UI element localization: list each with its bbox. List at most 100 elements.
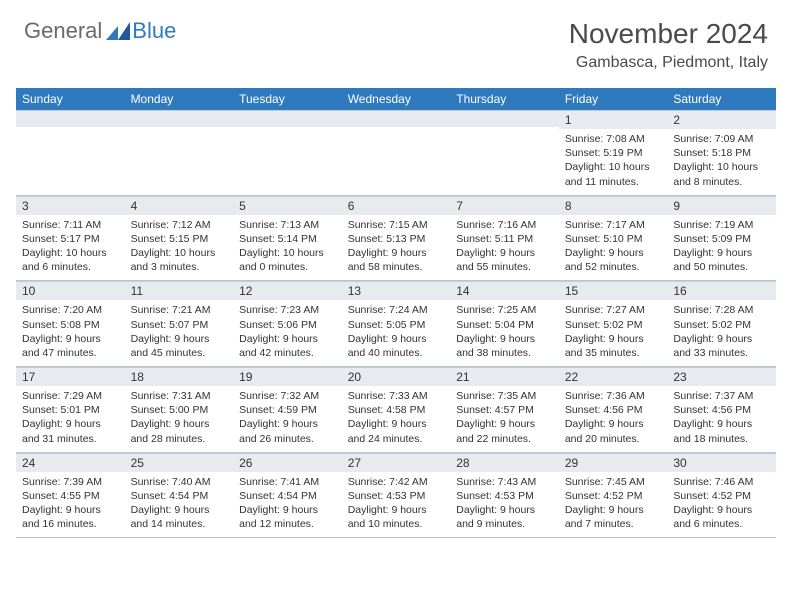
sunrise-line: Sunrise: 7:45 AM xyxy=(565,475,662,489)
day-cell: 10Sunrise: 7:20 AMSunset: 5:08 PMDayligh… xyxy=(16,281,125,367)
sunset-line: Sunset: 4:58 PM xyxy=(348,403,445,417)
sunrise-line: Sunrise: 7:28 AM xyxy=(673,303,770,317)
day-cell: 25Sunrise: 7:40 AMSunset: 4:54 PMDayligh… xyxy=(125,452,234,538)
day-cell: 4Sunrise: 7:12 AMSunset: 5:15 PMDaylight… xyxy=(125,195,234,281)
header: General Blue November 2024 Gambasca, Pie… xyxy=(0,0,792,78)
day-body: Sunrise: 7:15 AMSunset: 5:13 PMDaylight:… xyxy=(342,215,451,281)
day-cell: 16Sunrise: 7:28 AMSunset: 5:02 PMDayligh… xyxy=(667,281,776,367)
sunrise-line: Sunrise: 7:15 AM xyxy=(348,218,445,232)
dow-cell: Thursday xyxy=(450,88,559,110)
daylight-line: Daylight: 9 hours and 9 minutes. xyxy=(456,503,553,531)
dow-cell: Monday xyxy=(125,88,234,110)
sunrise-line: Sunrise: 7:35 AM xyxy=(456,389,553,403)
calendar-table: SundayMondayTuesdayWednesdayThursdayFrid… xyxy=(16,88,776,538)
day-number: 24 xyxy=(16,453,125,472)
sunrise-line: Sunrise: 7:37 AM xyxy=(673,389,770,403)
day-cell: 15Sunrise: 7:27 AMSunset: 5:02 PMDayligh… xyxy=(559,281,668,367)
day-cell: 26Sunrise: 7:41 AMSunset: 4:54 PMDayligh… xyxy=(233,452,342,538)
logo-mark-icon xyxy=(106,22,130,40)
sunset-line: Sunset: 4:54 PM xyxy=(131,489,228,503)
day-number: 12 xyxy=(233,281,342,300)
day-cell: 22Sunrise: 7:36 AMSunset: 4:56 PMDayligh… xyxy=(559,367,668,453)
day-cell: 3Sunrise: 7:11 AMSunset: 5:17 PMDaylight… xyxy=(16,195,125,281)
day-body: Sunrise: 7:43 AMSunset: 4:53 PMDaylight:… xyxy=(450,472,559,538)
sunset-line: Sunset: 4:59 PM xyxy=(239,403,336,417)
daylight-line: Daylight: 9 hours and 22 minutes. xyxy=(456,417,553,445)
day-number: 22 xyxy=(559,367,668,386)
sunrise-line: Sunrise: 7:13 AM xyxy=(239,218,336,232)
empty-day-bar xyxy=(450,110,559,127)
sunrise-line: Sunrise: 7:40 AM xyxy=(131,475,228,489)
dow-cell: Saturday xyxy=(667,88,776,110)
day-number: 9 xyxy=(667,196,776,215)
day-cell: 14Sunrise: 7:25 AMSunset: 5:04 PMDayligh… xyxy=(450,281,559,367)
sunset-line: Sunset: 4:54 PM xyxy=(239,489,336,503)
day-body: Sunrise: 7:29 AMSunset: 5:01 PMDaylight:… xyxy=(16,386,125,452)
logo-text-general: General xyxy=(24,18,102,44)
day-cell xyxy=(233,110,342,195)
empty-day-body xyxy=(16,127,125,185)
sunset-line: Sunset: 5:02 PM xyxy=(565,318,662,332)
day-number: 16 xyxy=(667,281,776,300)
day-number: 15 xyxy=(559,281,668,300)
day-cell: 2Sunrise: 7:09 AMSunset: 5:18 PMDaylight… xyxy=(667,110,776,195)
sunrise-line: Sunrise: 7:17 AM xyxy=(565,218,662,232)
month-title: November 2024 xyxy=(569,18,768,50)
sunrise-line: Sunrise: 7:25 AM xyxy=(456,303,553,317)
day-body: Sunrise: 7:24 AMSunset: 5:05 PMDaylight:… xyxy=(342,300,451,366)
day-number: 2 xyxy=(667,110,776,129)
day-number: 5 xyxy=(233,196,342,215)
day-cell xyxy=(125,110,234,195)
day-number: 4 xyxy=(125,196,234,215)
day-cell xyxy=(450,110,559,195)
day-body: Sunrise: 7:09 AMSunset: 5:18 PMDaylight:… xyxy=(667,129,776,195)
sunset-line: Sunset: 5:11 PM xyxy=(456,232,553,246)
day-body: Sunrise: 7:27 AMSunset: 5:02 PMDaylight:… xyxy=(559,300,668,366)
day-body: Sunrise: 7:31 AMSunset: 5:00 PMDaylight:… xyxy=(125,386,234,452)
day-body: Sunrise: 7:40 AMSunset: 4:54 PMDaylight:… xyxy=(125,472,234,538)
day-cell: 29Sunrise: 7:45 AMSunset: 4:52 PMDayligh… xyxy=(559,452,668,538)
location: Gambasca, Piedmont, Italy xyxy=(569,54,768,72)
sunrise-line: Sunrise: 7:09 AM xyxy=(673,132,770,146)
empty-day-body xyxy=(125,127,234,185)
day-body: Sunrise: 7:16 AMSunset: 5:11 PMDaylight:… xyxy=(450,215,559,281)
sunrise-line: Sunrise: 7:46 AM xyxy=(673,475,770,489)
sunset-line: Sunset: 4:52 PM xyxy=(565,489,662,503)
daylight-line: Daylight: 9 hours and 55 minutes. xyxy=(456,246,553,274)
daylight-line: Daylight: 9 hours and 24 minutes. xyxy=(348,417,445,445)
sunrise-line: Sunrise: 7:19 AM xyxy=(673,218,770,232)
daylight-line: Daylight: 9 hours and 52 minutes. xyxy=(565,246,662,274)
sunset-line: Sunset: 4:57 PM xyxy=(456,403,553,417)
day-body: Sunrise: 7:12 AMSunset: 5:15 PMDaylight:… xyxy=(125,215,234,281)
day-number: 1 xyxy=(559,110,668,129)
day-cell: 7Sunrise: 7:16 AMSunset: 5:11 PMDaylight… xyxy=(450,195,559,281)
day-number: 25 xyxy=(125,453,234,472)
day-body: Sunrise: 7:36 AMSunset: 4:56 PMDaylight:… xyxy=(559,386,668,452)
sunrise-line: Sunrise: 7:23 AM xyxy=(239,303,336,317)
day-body: Sunrise: 7:20 AMSunset: 5:08 PMDaylight:… xyxy=(16,300,125,366)
daylight-line: Daylight: 9 hours and 42 minutes. xyxy=(239,332,336,360)
week-row: 17Sunrise: 7:29 AMSunset: 5:01 PMDayligh… xyxy=(16,367,776,453)
sunset-line: Sunset: 4:52 PM xyxy=(673,489,770,503)
day-cell: 8Sunrise: 7:17 AMSunset: 5:10 PMDaylight… xyxy=(559,195,668,281)
day-number: 20 xyxy=(342,367,451,386)
day-body: Sunrise: 7:11 AMSunset: 5:17 PMDaylight:… xyxy=(16,215,125,281)
sunset-line: Sunset: 4:53 PM xyxy=(348,489,445,503)
sunset-line: Sunset: 5:17 PM xyxy=(22,232,119,246)
day-number: 10 xyxy=(16,281,125,300)
sunset-line: Sunset: 5:07 PM xyxy=(131,318,228,332)
day-cell: 20Sunrise: 7:33 AMSunset: 4:58 PMDayligh… xyxy=(342,367,451,453)
daylight-line: Daylight: 9 hours and 6 minutes. xyxy=(673,503,770,531)
day-cell: 17Sunrise: 7:29 AMSunset: 5:01 PMDayligh… xyxy=(16,367,125,453)
dow-row: SundayMondayTuesdayWednesdayThursdayFrid… xyxy=(16,88,776,110)
day-body: Sunrise: 7:45 AMSunset: 4:52 PMDaylight:… xyxy=(559,472,668,538)
dow-cell: Tuesday xyxy=(233,88,342,110)
day-number: 14 xyxy=(450,281,559,300)
dow-cell: Sunday xyxy=(16,88,125,110)
day-body: Sunrise: 7:33 AMSunset: 4:58 PMDaylight:… xyxy=(342,386,451,452)
sunset-line: Sunset: 5:00 PM xyxy=(131,403,228,417)
sunrise-line: Sunrise: 7:29 AM xyxy=(22,389,119,403)
sunset-line: Sunset: 4:56 PM xyxy=(565,403,662,417)
day-number: 13 xyxy=(342,281,451,300)
day-cell: 19Sunrise: 7:32 AMSunset: 4:59 PMDayligh… xyxy=(233,367,342,453)
